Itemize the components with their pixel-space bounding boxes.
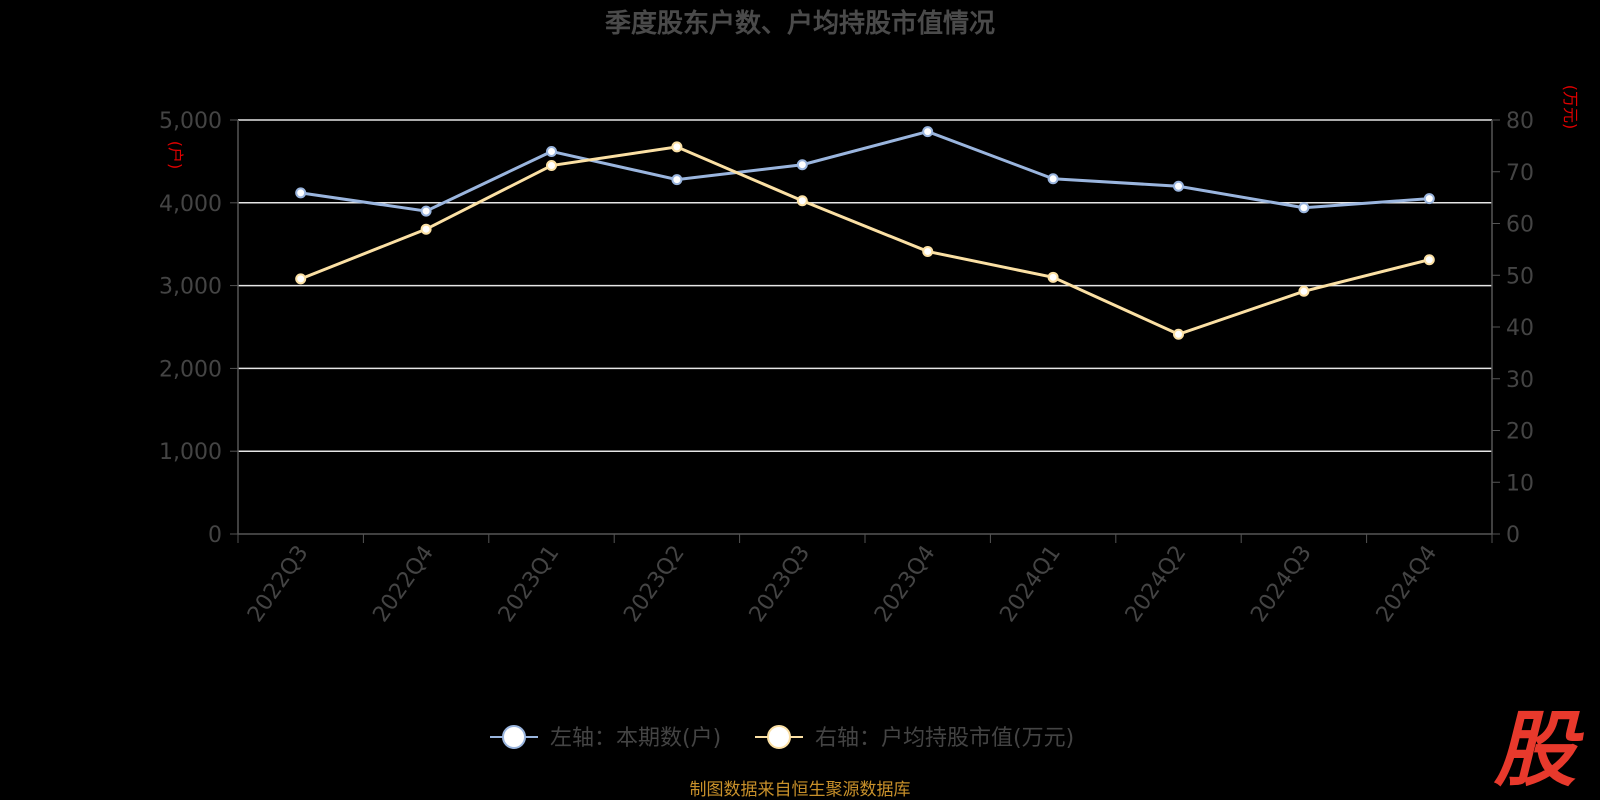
- x-tick-label: 2024Q2: [1121, 541, 1192, 627]
- left-axis-unit: (户): [166, 141, 185, 170]
- x-tick-label: 2023Q2: [619, 541, 690, 627]
- x-tick-label: 2023Q1: [494, 541, 565, 627]
- x-tick-label: 2024Q1: [995, 541, 1066, 627]
- x-tick-label: 2024Q3: [1246, 541, 1317, 627]
- right-tick-label: 70: [1506, 161, 1534, 186]
- data-point[interactable]: [1423, 193, 1435, 205]
- x-tick-label: 2023Q3: [745, 541, 816, 627]
- series-line-0: [300, 130, 1430, 213]
- data-point[interactable]: [671, 141, 683, 153]
- data-point[interactable]: [295, 187, 307, 199]
- data-point[interactable]: [1047, 271, 1059, 283]
- right-tick-label: 50: [1506, 264, 1534, 289]
- left-tick-label: 0: [208, 523, 222, 548]
- source-note: 制图数据来自恒生聚源数据库: [690, 780, 911, 800]
- data-point[interactable]: [1173, 328, 1184, 340]
- grid: [238, 119, 1492, 452]
- logo: 股: [1493, 703, 1584, 798]
- x-tick-label: 2023Q4: [870, 541, 941, 627]
- data-point[interactable]: [796, 195, 808, 207]
- right-tick-label: 60: [1506, 213, 1534, 238]
- data-point[interactable]: [1047, 173, 1059, 185]
- left-tick-label: 3,000: [159, 275, 222, 300]
- left-tick-label: 1,000: [159, 440, 222, 465]
- data-point[interactable]: [420, 223, 432, 235]
- right-tick-label: 0: [1506, 523, 1520, 548]
- data-point[interactable]: [922, 126, 934, 138]
- data-point[interactable]: [1173, 180, 1184, 192]
- right-axis-unit: (万元): [1561, 85, 1580, 130]
- right-tick-label: 40: [1506, 316, 1534, 341]
- right-tick-label: 30: [1506, 368, 1534, 393]
- data-point[interactable]: [796, 159, 808, 171]
- right-tick-label: 80: [1506, 109, 1534, 134]
- x-tick-label: 2024Q4: [1372, 541, 1443, 627]
- left-tick-label: 5,000: [159, 109, 222, 134]
- data-point[interactable]: [546, 145, 557, 157]
- x-tick-label: 2022Q3: [243, 541, 314, 627]
- legend: 左轴：本期数(户) 右轴：户均持股市值(万元): [490, 725, 1074, 751]
- series-layer: [295, 126, 1435, 340]
- left-tick-label: 2,000: [159, 357, 222, 382]
- data-point[interactable]: [922, 245, 934, 257]
- series-line-1: [300, 145, 1430, 336]
- x-tick-label: 2022Q4: [368, 541, 439, 627]
- data-point[interactable]: [420, 205, 432, 217]
- data-point[interactable]: [1423, 254, 1435, 266]
- data-point[interactable]: [295, 273, 307, 285]
- data-point[interactable]: [1298, 285, 1310, 297]
- legend-item-right[interactable]: 右轴：户均持股市值(万元): [755, 725, 1074, 751]
- right-tick-label: 10: [1506, 471, 1534, 496]
- data-point[interactable]: [671, 174, 683, 186]
- legend-label-right: 右轴：户均持股市值(万元): [815, 726, 1074, 751]
- right-axis: 0 10 20 30 40 50 60 70 80: [1491, 109, 1534, 548]
- right-tick-label: 20: [1506, 420, 1534, 445]
- data-point[interactable]: [546, 160, 557, 172]
- legend-item-left[interactable]: 左轴：本期数(户): [490, 725, 721, 751]
- legend-label-left: 左轴：本期数(户): [550, 726, 721, 751]
- left-axis: 0 1,000 2,000 3,000 4,000 5,000: [159, 109, 239, 548]
- left-tick-label: 4,000: [159, 192, 222, 217]
- data-point[interactable]: [1298, 202, 1310, 214]
- chart-title: 季度股东户数、户均持股市值情况: [605, 8, 995, 39]
- x-axis: 2022Q3 2022Q4 2023Q1 2023Q2 2023Q3 2023Q4 2024…: [237, 533, 1493, 627]
